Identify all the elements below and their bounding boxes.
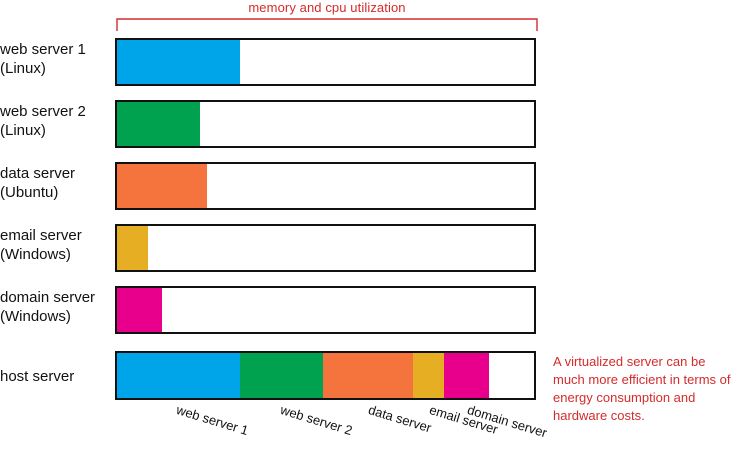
utilization-bar-data-server <box>115 162 536 210</box>
utilization-fill <box>117 288 162 332</box>
host-segment-label-data-server: data server <box>366 402 434 436</box>
server-name: web server 1 <box>0 41 86 58</box>
host-server-label: host server <box>0 368 75 385</box>
utilization-fill <box>117 226 148 270</box>
server-label-web-server-1: web server 1 (Linux) <box>0 40 86 78</box>
host-server-bar <box>115 351 536 400</box>
host-segment-data-server <box>323 353 413 398</box>
utilization-fill <box>117 40 240 84</box>
utilization-title: memory and cpu utilization <box>248 0 406 15</box>
host-segment-web-server-1 <box>117 353 240 398</box>
server-os: (Windows) <box>0 308 71 325</box>
server-os: (Linux) <box>0 122 46 139</box>
server-os: (Linux) <box>0 60 46 77</box>
server-label-web-server-2: web server 2 (Linux) <box>0 102 86 140</box>
host-segment-web-server-2 <box>240 353 323 398</box>
server-label-domain-server: domain server (Windows) <box>0 288 95 326</box>
utilization-bar-email-server <box>115 224 536 272</box>
server-label-email-server: email server (Windows) <box>0 226 82 264</box>
utilization-fill <box>117 102 200 146</box>
server-os: (Ubuntu) <box>0 184 59 201</box>
server-name: domain server <box>0 289 96 306</box>
host-segment-email-server <box>413 353 444 398</box>
server-name: data server <box>0 165 76 182</box>
host-segment-label-web-server-2: web server 2 <box>278 402 355 439</box>
utilization-bar-web-server-2 <box>115 100 536 148</box>
server-os: (Windows) <box>0 246 71 263</box>
efficiency-note: A virtualized server can be much more ef… <box>553 354 731 423</box>
server-name: email server <box>0 227 82 244</box>
host-segment-domain-server <box>444 353 489 398</box>
server-label-data-server: data server (Ubuntu) <box>0 164 75 202</box>
utilization-bar-domain-server <box>115 286 536 334</box>
server-name: web server 2 <box>0 103 86 120</box>
utilization-bar-web-server-1 <box>115 38 536 86</box>
utilization-fill <box>117 164 207 208</box>
utilization-bracket <box>116 18 538 31</box>
host-segment-label-web-server-1: web server 1 <box>174 402 251 439</box>
